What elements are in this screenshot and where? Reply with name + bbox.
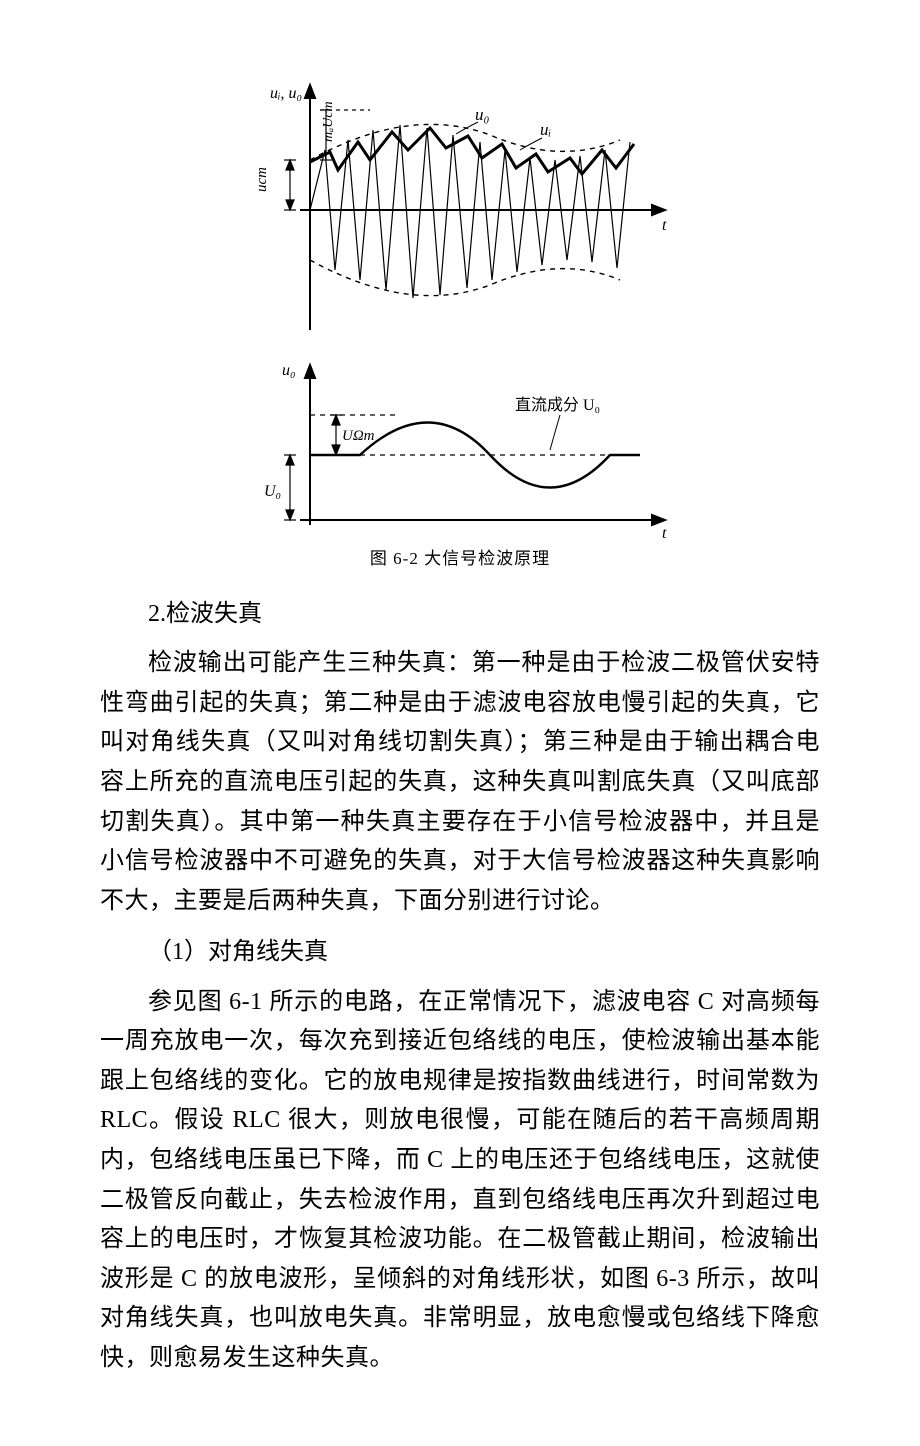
paragraph-diagonal-distortion: 参见图 6-1 所示的电路，在正常情况下，滤波电容 C 对高频每一周充放电一次，… <box>100 983 820 1379</box>
top-y-label: uᵢ, u₀ <box>270 85 302 102</box>
top-t-label: t <box>662 217 667 234</box>
u-i-label: uᵢ <box>540 120 551 139</box>
u-o-dc-label: U₀ <box>264 483 281 500</box>
figure-svg: uᵢ, u₀ t u₀ uᵢ mₐUcm <box>230 80 690 540</box>
figure-6-2: uᵢ, u₀ t u₀ uᵢ mₐUcm <box>100 80 820 569</box>
u-cm-label: ucm <box>254 167 270 192</box>
dc-component-label: 直流成分 U₀ <box>515 396 600 414</box>
heading-detection-distortion: 2.检波失真 <box>100 593 820 636</box>
u-omega-m-label: UΩm <box>342 428 375 444</box>
m-a-ucm-label: mₐUcm <box>321 101 336 142</box>
document-page: uᵢ, u₀ t u₀ uᵢ mₐUcm <box>0 0 920 1446</box>
bottom-y-label: u₀ <box>282 362 296 379</box>
figure-caption: 图 6-2 大信号检波原理 <box>100 544 820 569</box>
bottom-t-label: t <box>662 525 667 540</box>
heading-diagonal-distortion: （1）对角线失真 <box>100 931 820 974</box>
paragraph-distortion-types: 检波输出可能产生三种失真：第一种是由于检波二极管伏安特性弯曲引起的失真；第二种是… <box>100 644 820 921</box>
u-o-label: u₀ <box>475 105 490 124</box>
